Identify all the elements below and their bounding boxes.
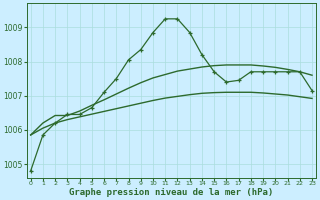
X-axis label: Graphe pression niveau de la mer (hPa): Graphe pression niveau de la mer (hPa) bbox=[69, 188, 274, 197]
